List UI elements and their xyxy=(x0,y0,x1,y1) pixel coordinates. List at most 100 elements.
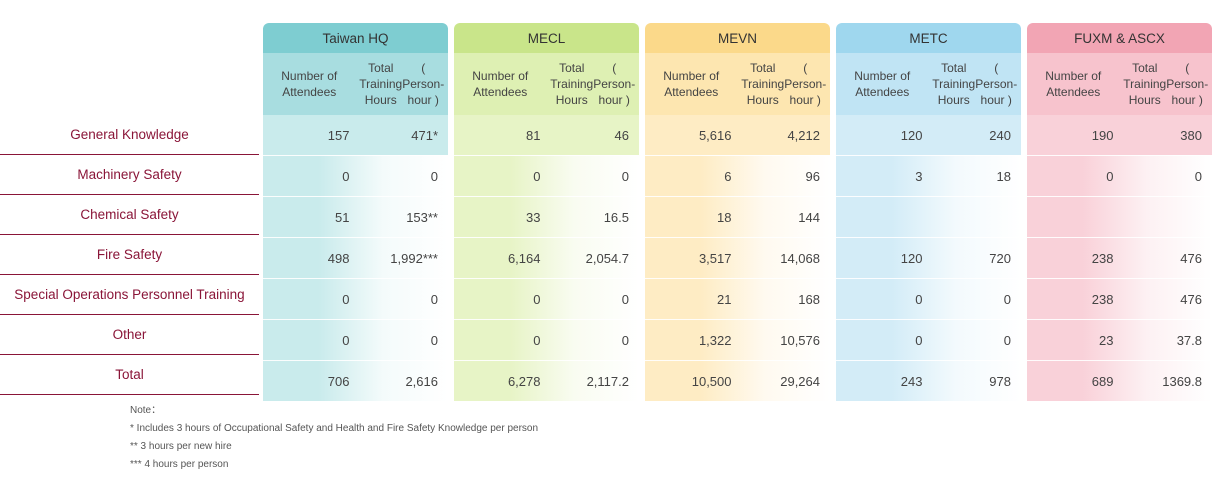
hours-header-line1: Total Training Hours xyxy=(741,61,785,107)
attendees-cell: 0 xyxy=(342,332,350,348)
group-body: 5,616 4,212 6 96 18 144 3,517 14,068 21 168 1,322 1… xyxy=(645,115,830,401)
attendees-cell: 6,278 xyxy=(507,373,541,389)
group-body: 157 471* 0 0 51 153** 498 1,992*** 0 0 0 0 706 2,616 xyxy=(263,115,448,401)
group-header: FUXM & ASCX xyxy=(1027,23,1212,53)
attendees-cell: 21 xyxy=(717,291,732,307)
table-row: 706 2,616 xyxy=(263,360,448,401)
attendees-cell: 0 xyxy=(533,168,541,184)
group-subheader: Number of Attendees Total Training Hours(… xyxy=(1027,53,1212,115)
table-row: 120 720 xyxy=(836,237,1021,278)
table-row: 6 96 xyxy=(645,155,830,196)
table-row xyxy=(1027,196,1212,237)
hours-header-line1: Total Training Hours xyxy=(1123,61,1167,107)
attendees-cell: 33 xyxy=(526,209,541,225)
group-body: 190 380 0 0 238 476 238 476 23 37.8 689 1369.8 xyxy=(1027,115,1212,401)
hours-cell: 476 xyxy=(1180,291,1202,307)
hours-cell: 2,117.2 xyxy=(586,373,629,389)
attendees-cell: 0 xyxy=(915,291,923,307)
hours-cell: 153** xyxy=(406,209,438,225)
notes: Note： * Includes 3 hours of Occupational… xyxy=(130,402,538,474)
attendees-header: Number of Attendees xyxy=(281,69,338,99)
hours-cell: 1,992*** xyxy=(390,250,438,266)
attendees-cell: 0 xyxy=(1106,168,1114,184)
hours-header-line2: ( Person-hour ) xyxy=(975,61,1018,107)
group-4: FUXM & ASCX Number of Attendees Total Trai… xyxy=(1027,23,1212,401)
group-3: METC Number of Attendees Total Training Ho… xyxy=(836,23,1021,401)
table-row: 243 978 xyxy=(836,360,1021,401)
hours-header-line1: Total Training Hours xyxy=(359,61,403,107)
group-body: 120 240 3 18 120 720 0 0 0 0 243 978 xyxy=(836,115,1021,401)
row-label-general-knowledge: General Knowledge xyxy=(0,115,259,155)
attendees-header: Number of Attendees xyxy=(472,69,529,99)
group-1: MECL Number of Attendees Total Training Ho… xyxy=(454,23,640,401)
table-row: 1,322 10,576 xyxy=(645,319,830,360)
attendees-cell: 120 xyxy=(900,127,923,143)
group-subheader: Number of Attendees Total Training Hours(… xyxy=(645,53,830,115)
hours-cell: 0 xyxy=(621,291,629,307)
group-header: MECL xyxy=(454,23,639,53)
hours-cell: 0 xyxy=(430,332,438,348)
table-row: 498 1,992*** xyxy=(263,237,448,278)
attendees-header: Number of Attendees xyxy=(1045,69,1102,99)
attendees-cell: 0 xyxy=(342,291,350,307)
note-2: ** 3 hours per new hire xyxy=(130,441,232,452)
hours-cell: 18 xyxy=(996,168,1011,184)
row-labels: General Knowledge Machinery Safety Chemi… xyxy=(0,115,259,395)
table-row: 157 471* xyxy=(263,115,448,155)
hours-cell: 46 xyxy=(614,127,629,143)
note-3: *** 4 hours per person xyxy=(130,459,229,470)
attendees-cell: 0 xyxy=(915,332,923,348)
table-row: 10,500 29,264 xyxy=(645,360,830,401)
group-subheader: Number of Attendees Total Training Hours(… xyxy=(263,53,448,115)
notes-title: Note： xyxy=(130,405,162,416)
table-row: 6,278 2,117.2 xyxy=(454,360,639,401)
hours-cell: 240 xyxy=(989,127,1011,143)
group-0: Taiwan HQ Number of Attendees Total Traini… xyxy=(263,23,448,401)
table-row: 51 153** xyxy=(263,196,448,237)
group-body: 81 46 0 0 33 16.5 6,164 2,054.7 0 0 0 0 6,278 2,117.2 xyxy=(454,115,639,401)
attendees-cell: 238 xyxy=(1091,291,1114,307)
hours-header-line2: ( Person-hour ) xyxy=(402,61,445,107)
attendees-cell: 0 xyxy=(342,168,350,184)
hours-cell: 471* xyxy=(411,127,438,143)
table-row xyxy=(836,196,1021,237)
table-row: 3,517 14,068 xyxy=(645,237,830,278)
hours-cell: 0 xyxy=(1194,168,1202,184)
hours-header-line2: ( Person-hour ) xyxy=(593,61,636,107)
table-row: 23 37.8 xyxy=(1027,319,1212,360)
hours-cell: 0 xyxy=(1003,332,1011,348)
attendees-cell: 6 xyxy=(724,168,732,184)
attendees-cell: 1,322 xyxy=(698,332,732,348)
attendees-cell xyxy=(836,197,929,237)
attendees-cell: 3,517 xyxy=(698,250,732,266)
attendees-cell: 18 xyxy=(717,209,732,225)
table-row: 190 380 xyxy=(1027,115,1212,155)
table-row: 33 16.5 xyxy=(454,196,639,237)
attendees-cell: 51 xyxy=(335,209,350,225)
table-row: 689 1369.8 xyxy=(1027,360,1212,401)
hours-cell: 2,616 xyxy=(405,373,438,389)
table-row: 21 168 xyxy=(645,278,830,319)
hours-header: Total Training Hours( Person-hour ) xyxy=(547,53,640,115)
attendees-cell: 6,164 xyxy=(507,250,541,266)
hours-header-line2: ( Person-hour ) xyxy=(1166,61,1209,107)
row-label-chemical-safety: Chemical Safety xyxy=(0,195,259,235)
table-row: 238 476 xyxy=(1027,278,1212,319)
row-label-special-operations: Special Operations Personnel Training xyxy=(0,275,259,315)
table-row: 5,616 4,212 xyxy=(645,115,830,155)
hours-cell: 1369.8 xyxy=(1162,373,1202,389)
table-row: 18 144 xyxy=(645,196,830,237)
group-header: Taiwan HQ xyxy=(263,23,448,53)
hours-cell: 0 xyxy=(1003,291,1011,307)
group-subheader: Number of Attendees Total Training Hours(… xyxy=(836,53,1021,115)
group-header: MEVN xyxy=(645,23,830,53)
hours-cell: 720 xyxy=(989,250,1011,266)
hours-cell: 0 xyxy=(430,291,438,307)
attendees-cell: 689 xyxy=(1091,373,1114,389)
